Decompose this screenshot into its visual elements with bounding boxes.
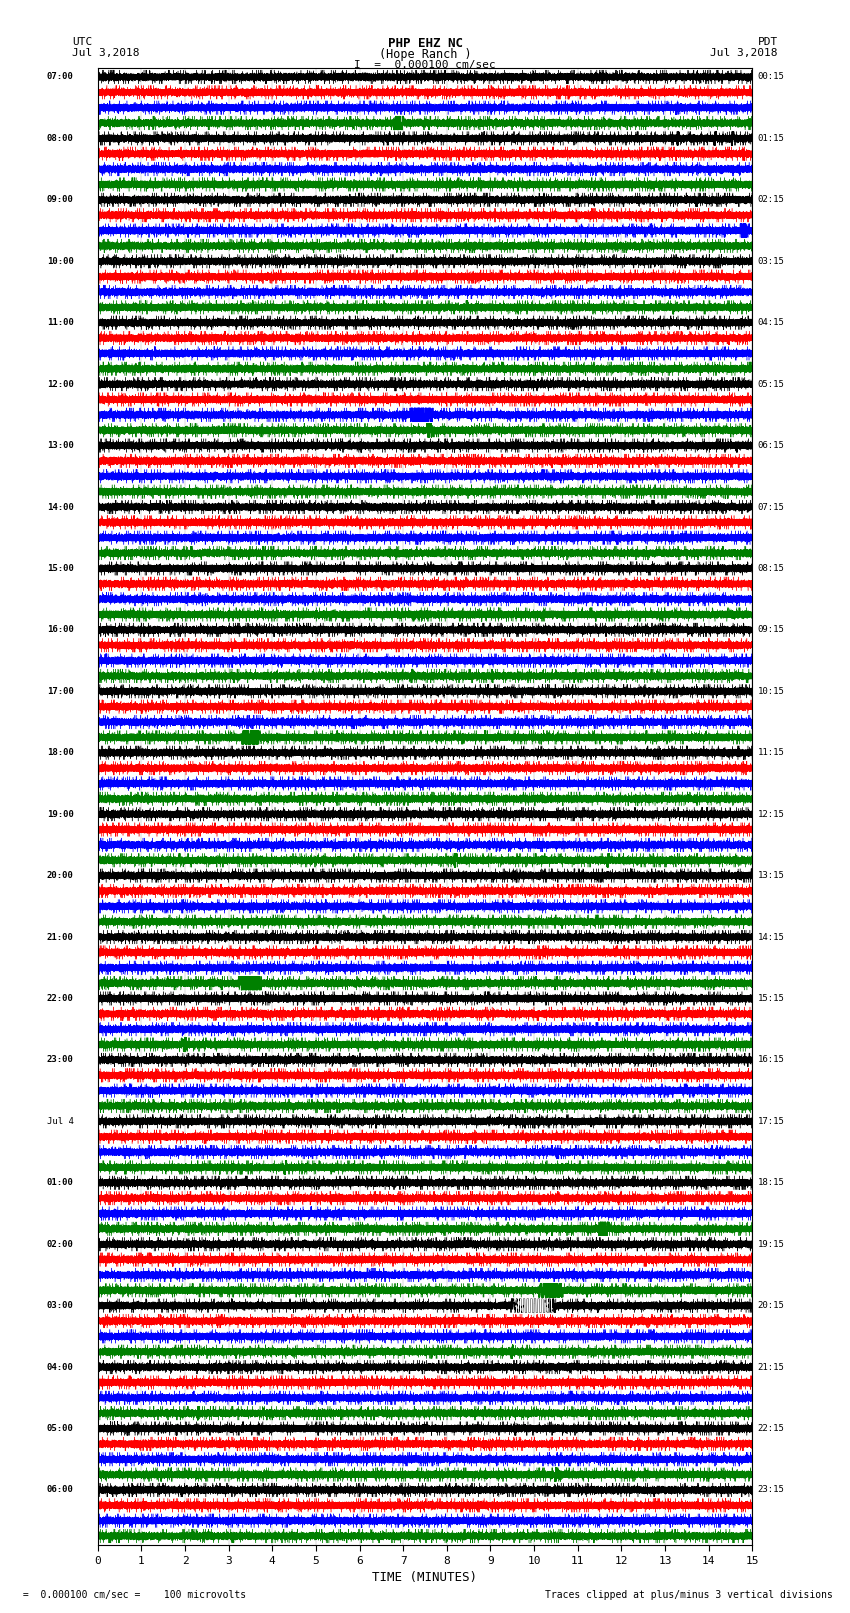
Text: I  =  0.000100 cm/sec: I = 0.000100 cm/sec (354, 60, 496, 69)
Text: 22:00: 22:00 (47, 994, 74, 1003)
Text: 21:15: 21:15 (757, 1363, 785, 1371)
Text: 03:15: 03:15 (757, 256, 785, 266)
Text: 12:00: 12:00 (47, 379, 74, 389)
Text: 08:00: 08:00 (47, 134, 74, 144)
Text: 22:15: 22:15 (757, 1424, 785, 1432)
Text: 01:15: 01:15 (757, 134, 785, 144)
Text: 15:00: 15:00 (47, 565, 74, 573)
Text: 17:15: 17:15 (757, 1116, 785, 1126)
Text: 23:15: 23:15 (757, 1486, 785, 1495)
Text: 06:15: 06:15 (757, 440, 785, 450)
Text: 07:15: 07:15 (757, 503, 785, 511)
Text: 04:00: 04:00 (47, 1363, 74, 1371)
Text: Jul 3,2018: Jul 3,2018 (711, 48, 778, 58)
Text: 20:15: 20:15 (757, 1302, 785, 1310)
Text: 09:00: 09:00 (47, 195, 74, 205)
Text: UTC: UTC (72, 37, 93, 47)
Text: 09:15: 09:15 (757, 626, 785, 634)
Text: 19:15: 19:15 (757, 1240, 785, 1248)
Text: 16:00: 16:00 (47, 626, 74, 634)
Text: (Hope Ranch ): (Hope Ranch ) (379, 48, 471, 61)
Text: 04:15: 04:15 (757, 318, 785, 327)
Text: 23:00: 23:00 (47, 1055, 74, 1065)
Text: Traces clipped at plus/minus 3 vertical divisions: Traces clipped at plus/minus 3 vertical … (545, 1590, 833, 1600)
Text: 02:00: 02:00 (47, 1240, 74, 1248)
Text: 08:15: 08:15 (757, 565, 785, 573)
Text: PDT: PDT (757, 37, 778, 47)
Text: 20:00: 20:00 (47, 871, 74, 881)
Text: 03:00: 03:00 (47, 1302, 74, 1310)
Text: 13:00: 13:00 (47, 440, 74, 450)
Text: 06:00: 06:00 (47, 1486, 74, 1495)
Text: 11:15: 11:15 (757, 748, 785, 756)
Text: 12:15: 12:15 (757, 810, 785, 819)
Text: 17:00: 17:00 (47, 687, 74, 695)
Text: 14:00: 14:00 (47, 503, 74, 511)
Text: 14:15: 14:15 (757, 932, 785, 942)
Text: 11:00: 11:00 (47, 318, 74, 327)
Text: 18:15: 18:15 (757, 1177, 785, 1187)
Text: 00:15: 00:15 (757, 73, 785, 82)
Text: 01:00: 01:00 (47, 1177, 74, 1187)
Text: 16:15: 16:15 (757, 1055, 785, 1065)
Text: 19:00: 19:00 (47, 810, 74, 819)
Text: =  0.000100 cm/sec =    100 microvolts: = 0.000100 cm/sec = 100 microvolts (17, 1590, 246, 1600)
Text: 10:00: 10:00 (47, 256, 74, 266)
Text: 10:15: 10:15 (757, 687, 785, 695)
Text: 07:00: 07:00 (47, 73, 74, 82)
Text: Jul 4: Jul 4 (47, 1116, 74, 1126)
Text: 02:15: 02:15 (757, 195, 785, 205)
Text: 21:00: 21:00 (47, 932, 74, 942)
Text: Jul 3,2018: Jul 3,2018 (72, 48, 139, 58)
Text: 15:15: 15:15 (757, 994, 785, 1003)
Text: 18:00: 18:00 (47, 748, 74, 756)
X-axis label: TIME (MINUTES): TIME (MINUTES) (372, 1571, 478, 1584)
Text: PHP EHZ NC: PHP EHZ NC (388, 37, 462, 50)
Text: 05:00: 05:00 (47, 1424, 74, 1432)
Text: 13:15: 13:15 (757, 871, 785, 881)
Text: 05:15: 05:15 (757, 379, 785, 389)
